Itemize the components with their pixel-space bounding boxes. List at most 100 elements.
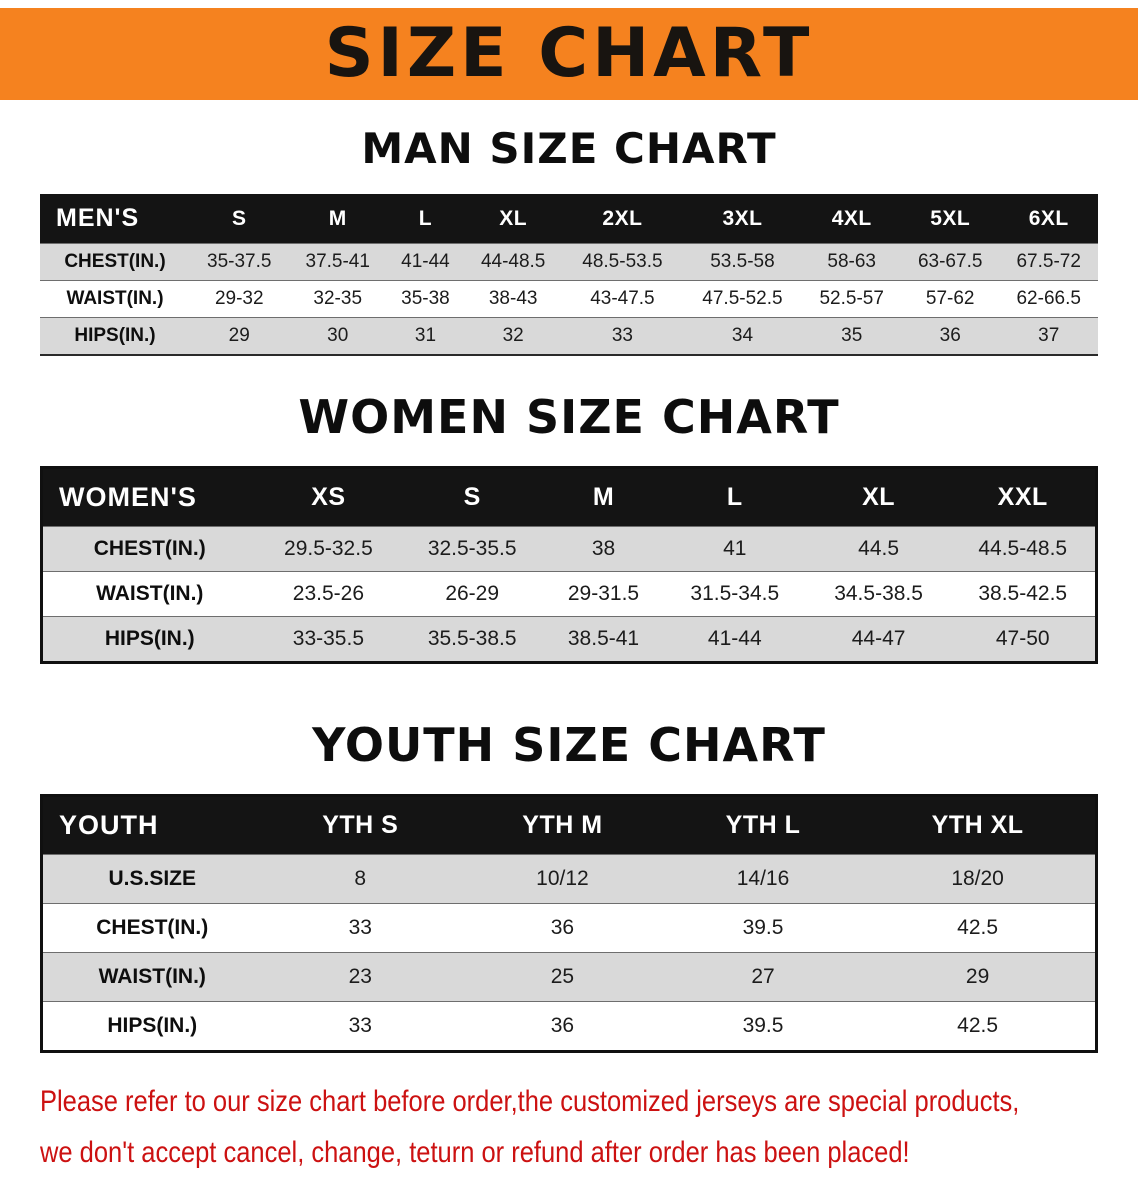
youth-section-heading: YOUTH SIZE CHART [312,718,826,772]
value-cell: 18/20 [951,867,1004,890]
value-cell: 39.5 [742,1014,784,1037]
value-cell: 33 [348,1014,372,1037]
value-cell: 32-35 [313,288,363,309]
row-label-cell: WAIST(IN.) [96,582,204,605]
row-label-cell: CHEST(IN.) [93,537,206,560]
value-cell: 26-29 [445,582,500,605]
value-cell: 31 [414,325,437,346]
size-header-cell: M [544,467,663,527]
row-label-cell: WAIST(IN.) [66,288,164,309]
value-cell: 48.5-53.5 [582,251,663,272]
value-cell: 38-43 [488,288,538,309]
value-cell: 35 [841,325,863,346]
table-header-row: MEN'S S M L XL 2XL 3XL 4XL 5XL 6XL [40,194,1098,244]
women-size-table: WOMEN'S XS S M L XL XXL CHEST(IN.) 29.5-32.5 32.5… [40,466,1098,664]
value-cell: 29 [228,325,250,346]
size-header-cell: M [288,194,387,244]
table-title-cell: WOMEN'S [41,467,257,527]
value-cell: 67.5-72 [1016,251,1081,272]
value-cell: 37 [1038,325,1060,346]
size-header-cell: L [386,194,464,244]
size-header-cell: YTH S [261,795,460,855]
row-label-cell: CHEST(IN.) [64,251,166,272]
table-row: HIPS(IN.) 33 36 39.5 42.5 [41,1001,1097,1052]
value-cell: 39.5 [742,916,784,939]
value-cell: 35-38 [401,288,450,309]
size-header-cell: YTH XL [860,795,1097,855]
value-cell: 36 [550,916,575,939]
value-cell: 8 [354,867,367,890]
table-row: WAIST(IN.) 23 25 27 29 [41,952,1097,1002]
value-cell: 41-44 [707,627,762,650]
disclaimer-line-1: Please refer to our size chart before or… [40,1079,1138,1130]
value-cell: 42.5 [957,1014,999,1037]
size-header-cell: YTH M [459,795,666,855]
size-header-cell: YTH L [665,795,861,855]
value-cell: 33 [348,916,372,939]
value-cell: 34.5-38.5 [834,582,923,605]
table-header-row: WOMEN'S XS S M L XL XXL [41,467,1097,527]
value-cell: 27 [751,965,775,988]
disclaimer-line-2-text: we don't accept cancel, change, teturn o… [40,1136,910,1169]
table-row: CHEST(IN.) 35-37.5 37.5-41 41-44 44-48.5 48.5… [40,243,1098,281]
size-header-cell: 2XL [562,194,683,244]
value-cell: 52.5-57 [819,288,884,309]
value-cell: 34 [731,325,754,346]
size-chart-banner: SIZE CHART [0,8,1138,100]
value-cell: 38.5-42.5 [978,582,1068,605]
value-cell: 57-62 [925,288,975,309]
value-cell: 43-47.5 [590,288,655,309]
size-header-cell: 4XL [802,194,901,244]
value-cell: 36 [550,1014,575,1037]
value-cell: 47.5-52.5 [702,288,783,309]
youth-size-table: YOUTH YTH S YTH M YTH L YTH XL U.S.SIZE 8 10/12… [40,794,1098,1053]
value-cell: 35-37.5 [207,251,272,272]
size-header-cell: 6XL [999,194,1098,244]
value-cell: 29.5-32.5 [284,537,373,560]
value-cell: 23 [348,965,372,988]
size-header-cell: 3XL [682,194,803,244]
value-cell: 32 [502,325,524,346]
value-cell: 62-66.5 [1016,288,1081,309]
size-header-cell: XL [806,467,951,527]
value-cell: 33 [611,325,633,346]
value-cell: 29-32 [214,288,264,309]
value-cell: 36 [939,325,961,346]
value-cell: 30 [327,325,349,346]
value-cell: 33-35.5 [292,627,365,650]
size-header-cell: S [400,467,545,527]
size-header-cell: S [190,194,289,244]
size-chart-page: SIZE CHART MAN SIZE CHART MEN'S S M L XL 2XL 3… [0,8,1138,1181]
value-cell: 29-31.5 [567,582,640,605]
table-row: HIPS(IN.) 29 30 31 32 33 34 35 36 37 [40,317,1098,355]
size-header-cell: XS [256,467,401,527]
men-size-table: MEN'S S M L XL 2XL 3XL 4XL 5XL 6XL CHEST(IN.) 35-37… [40,194,1098,356]
value-cell: 42.5 [957,916,999,939]
women-section-heading: WOMEN SIZE CHART [298,390,840,444]
row-label-cell: HIPS(IN.) [74,325,156,346]
value-cell: 58-63 [827,251,877,272]
table-title-cell: MEN'S [40,194,190,244]
table-row: CHEST(IN.) 33 36 39.5 42.5 [41,903,1097,953]
size-header-cell: 5XL [900,194,1000,244]
value-cell: 29 [965,965,990,988]
banner-title: SIZE CHART [324,14,814,93]
row-label-cell: CHEST(IN.) [96,916,209,939]
table-row: WAIST(IN.) 29-32 32-35 35-38 38-43 43-47.5 47.… [40,280,1098,318]
table-header-row: YOUTH YTH S YTH M YTH L YTH XL [41,795,1097,855]
value-cell: 25 [550,965,575,988]
value-cell: 44.5 [858,537,900,560]
value-cell: 44-48.5 [480,251,546,272]
value-cell: 10/12 [536,867,589,890]
table-title-cell: YOUTH [41,795,262,855]
row-label-cell: WAIST(IN.) [98,965,206,988]
men-section-heading: MAN SIZE CHART [361,124,777,173]
value-cell: 32.5-35.5 [427,537,517,560]
row-label-cell: U.S.SIZE [108,867,197,890]
men-size-section: MAN SIZE CHART MEN'S S M L XL 2XL 3XL 4XL 5XL 6XL… [0,128,1138,356]
value-cell: 38.5-41 [567,627,640,650]
value-cell: 63-67.5 [917,251,983,272]
value-cell: 37.5-41 [305,251,370,272]
value-cell: 47-50 [995,627,1050,650]
youth-size-section: YOUTH SIZE CHART YOUTH YTH S YTH M YTH L YTH… [0,722,1138,1053]
